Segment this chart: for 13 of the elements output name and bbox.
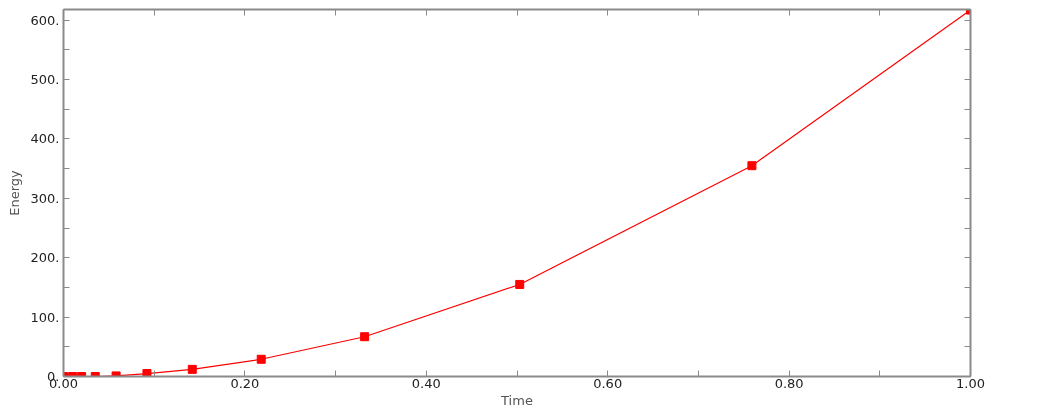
x-tick-label: 0.20	[230, 375, 260, 391]
x-tick-label: 0.60	[593, 375, 623, 391]
x-tick-label: 1.00	[956, 375, 985, 391]
y-tick-label: 100.	[30, 309, 60, 325]
y-tick-label: 400.	[30, 131, 60, 147]
x-tick-label: 0.40	[411, 375, 441, 391]
y-tick-label: 300.	[30, 190, 60, 206]
x-axis-title: Time	[500, 392, 533, 408]
y-axis-title: Energy	[6, 169, 22, 216]
y-tick-label: 500.	[30, 72, 60, 88]
y-tick-label: 200.	[30, 250, 60, 266]
y-tick-label: 600.	[30, 12, 60, 28]
x-tick-label: 0.80	[774, 375, 804, 391]
